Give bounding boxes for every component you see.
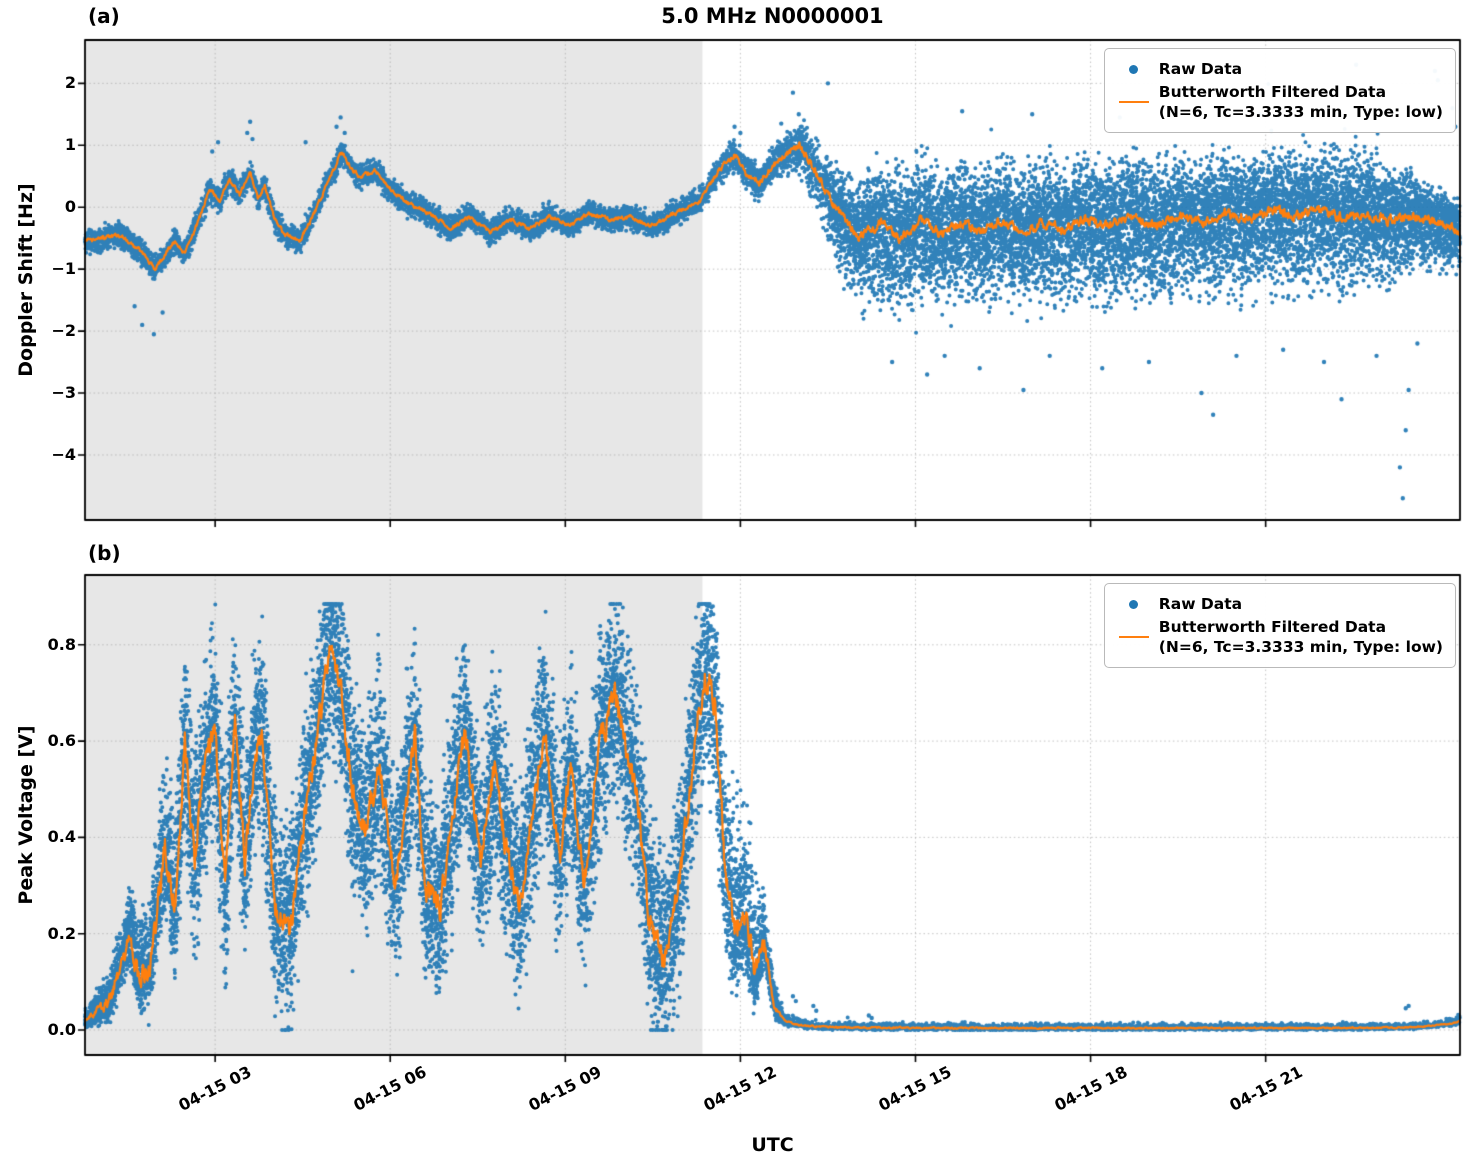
legend-panel-a: Raw Data Butterworth Filtered Data (N=6, … (1103, 48, 1456, 134)
filtered-line-marker-icon (1118, 636, 1149, 639)
legend-raw-entry: Raw Data (1117, 594, 1443, 614)
legend-swatch (1117, 101, 1151, 104)
legend-filtered-title: Butterworth Filtered Data (1158, 618, 1387, 637)
y-tick-label: 0.4 (47, 827, 76, 847)
panel-b-label: (b) (88, 541, 121, 565)
legend-swatch (1117, 64, 1151, 74)
y-tick-label: 2 (64, 73, 76, 93)
x-axis-label: UTC (751, 1134, 794, 1156)
y-tick-label: −4 (51, 444, 76, 464)
raw-data-marker-icon (1129, 64, 1139, 74)
legend-swatch (1117, 636, 1151, 639)
y-tick-label: 0.8 (47, 634, 76, 654)
y-tick-label: −2 (51, 321, 76, 341)
legend-swatch (1117, 599, 1151, 609)
filtered-line-marker-icon (1118, 101, 1149, 104)
legend-filtered-label: Butterworth Filtered Data (N=6, Tc=3.3333… (1159, 617, 1443, 657)
chart-title: 5.0 MHz N0000001 (661, 4, 884, 28)
y-tick-label: 0 (64, 197, 76, 217)
legend-raw-entry: Raw Data (1117, 59, 1443, 79)
legend-panel-b: Raw Data Butterworth Filtered Data (N=6, … (1103, 583, 1456, 669)
panel-a-label: (a) (88, 4, 120, 28)
legend-filtered-entry: Butterworth Filtered Data (N=6, Tc=3.3333… (1117, 82, 1443, 122)
y-tick-label: 0.2 (47, 923, 76, 943)
y-tick-label: 1 (64, 135, 76, 155)
legend-filtered-title: Butterworth Filtered Data (1158, 83, 1387, 102)
legend-filtered-params: (N=6, Tc=3.3333 min, Type: low) (1158, 103, 1443, 122)
y-tick-label: 0.6 (47, 731, 76, 751)
legend-filtered-entry: Butterworth Filtered Data (N=6, Tc=3.3333… (1117, 617, 1443, 657)
legend-filtered-params: (N=6, Tc=3.3333 min, Type: low) (1158, 638, 1443, 657)
y-axis-label-voltage: Peak Voltage [V] (15, 725, 37, 905)
y-tick-label: −3 (51, 383, 76, 403)
y-tick-label: 0.0 (47, 1019, 76, 1039)
legend-raw-label: Raw Data (1158, 60, 1243, 78)
raw-data-marker-icon (1129, 599, 1139, 609)
legend-filtered-label: Butterworth Filtered Data (N=6, Tc=3.3333… (1159, 82, 1443, 122)
y-tick-label: −1 (51, 259, 76, 279)
legend-raw-label: Raw Data (1158, 595, 1243, 613)
